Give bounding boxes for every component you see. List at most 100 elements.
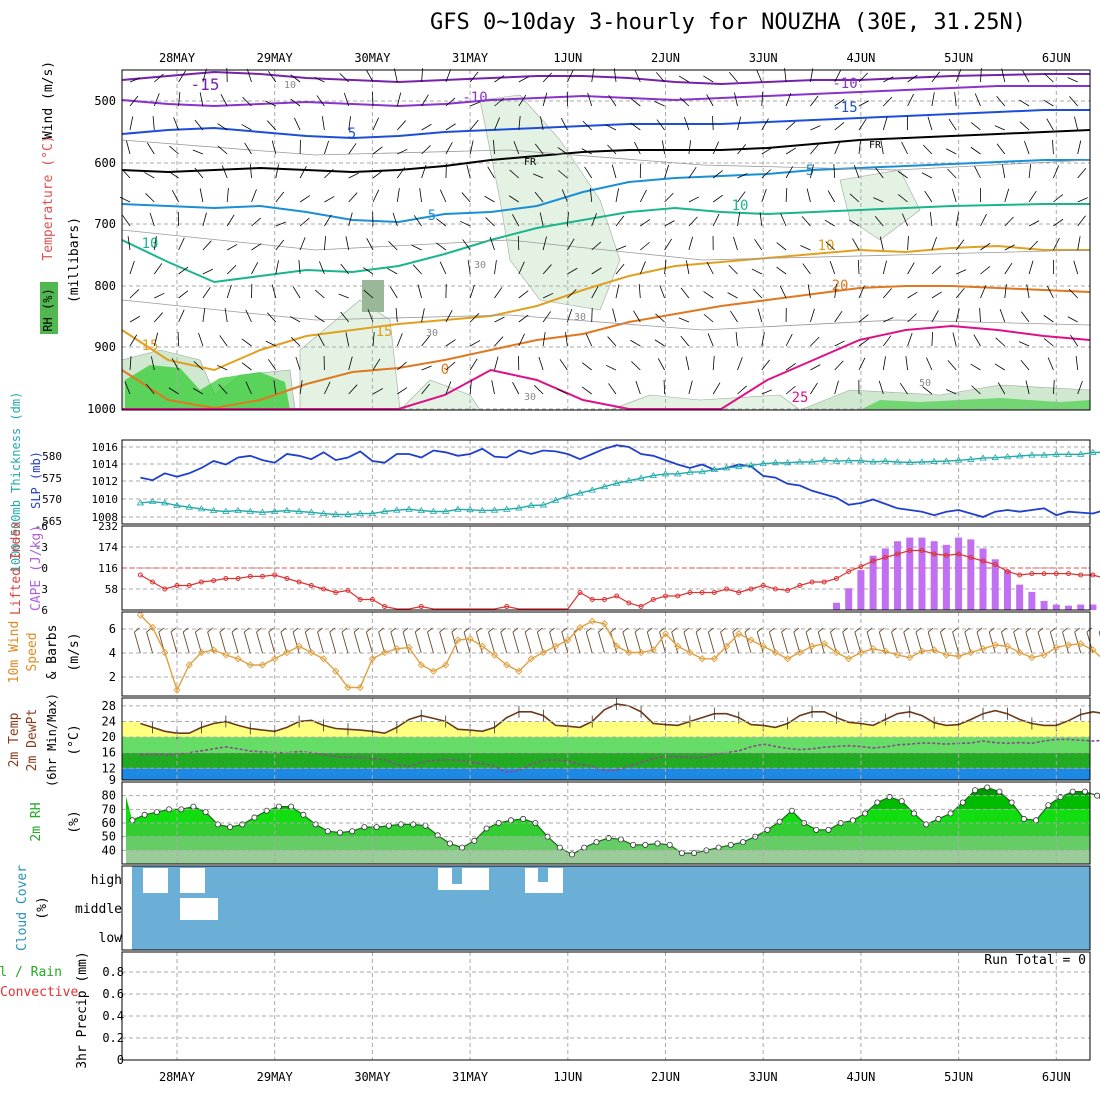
rh-marker (630, 842, 635, 847)
rh-contour (122, 300, 1090, 330)
wind-tick-label: 2 (109, 670, 116, 684)
wind-barb (753, 289, 762, 298)
rh-marker (460, 845, 465, 850)
rh-tick-label: 50 (102, 830, 116, 844)
wind-barb (1026, 632, 1032, 653)
wind-barb (242, 124, 252, 130)
rh-marker (337, 830, 342, 835)
rh-tick-label: 70 (102, 802, 116, 816)
wind-barb (574, 632, 580, 653)
wind-barb (606, 365, 616, 370)
contour-label: -15 (191, 75, 220, 94)
wind-barb (342, 632, 348, 653)
wind-barb (397, 188, 399, 202)
wind-barb (1020, 122, 1029, 130)
rh-marker (899, 799, 904, 804)
wind-barb (995, 126, 1005, 130)
slp-tick-label: 1016 (92, 441, 119, 454)
pressure-axis-title: (millibars) (67, 217, 82, 303)
rh-tick-label: 60 (102, 816, 116, 830)
precip-frame (122, 952, 1090, 1060)
rh-marker (643, 842, 648, 847)
wind-barb (495, 357, 499, 370)
wind-barb (902, 142, 908, 154)
wind-barb (721, 628, 726, 632)
rh-marker (728, 842, 733, 847)
wind-barb (616, 284, 619, 298)
wind-barb (926, 358, 931, 370)
wind-barb (810, 365, 820, 370)
wind-barb (195, 628, 200, 632)
rh-marker (765, 827, 770, 832)
wind-barb (835, 311, 842, 322)
wind-axis-title: (m/s) (67, 632, 82, 671)
wind-barb (195, 168, 203, 178)
date-tick-label-top: 30MAY (354, 51, 391, 65)
contour-label: -15 (832, 100, 857, 116)
wind-barb (996, 338, 1005, 346)
rh-marker (227, 825, 232, 830)
wind-barb (518, 236, 519, 250)
rh-marker (374, 825, 379, 830)
rh-marker (557, 845, 562, 850)
rh-marker (203, 809, 208, 814)
wind-barb (713, 142, 718, 154)
wind-barb (130, 316, 140, 322)
wind-barb (227, 188, 228, 202)
wind-barb (948, 360, 956, 370)
cape-axis-title: CAPE (J/kg) (29, 525, 44, 611)
cloud-level-label: high (91, 873, 122, 888)
wind-barb (689, 381, 692, 394)
wind-barb (981, 266, 990, 274)
temperature-tick-label: 16 (102, 746, 116, 760)
wind-barb (1038, 632, 1044, 653)
wind-barb (729, 72, 737, 82)
date-tick-label-bottom: 6JUN (1042, 1070, 1071, 1084)
cape-tick-label: 58 (105, 583, 118, 596)
wind-barb (427, 628, 432, 632)
cape-tick-label: 232 (98, 520, 118, 533)
rh-marker (289, 804, 294, 809)
wind-barb (440, 632, 446, 653)
rh-marker (130, 818, 135, 823)
wind-barb (613, 309, 616, 322)
wind-barb (940, 632, 946, 653)
wind-barb (704, 314, 713, 322)
wind-barb (147, 632, 153, 653)
wind-barb (946, 149, 956, 154)
wind-barb (486, 217, 495, 226)
wind-barb (565, 332, 567, 346)
temperature-axis-title: (6hr Min/Max) (45, 693, 59, 787)
wind-barb (252, 218, 261, 226)
date-tick-label-top: 2JUN (651, 51, 680, 65)
wind-barb (818, 628, 823, 632)
temperature-band (122, 737, 1090, 753)
wind-barb (859, 140, 861, 154)
wind-barb (810, 309, 814, 322)
cape-bar (1028, 592, 1035, 610)
wind-barb (144, 172, 154, 178)
wind-barb (1047, 286, 1053, 298)
rh-marker (1082, 789, 1087, 794)
wind-barb (1075, 632, 1081, 653)
wind-barb (349, 193, 357, 202)
wind-barb (245, 143, 252, 154)
date-tick-label-top: 3JUN (749, 51, 778, 65)
wind-barb (315, 316, 325, 322)
wind-barb (635, 70, 640, 82)
wind-barb (752, 269, 762, 274)
wind-barb (324, 196, 334, 202)
wind-barb (495, 317, 505, 322)
wind-barb (154, 313, 162, 322)
wind-barb (227, 265, 236, 274)
wind-barb (995, 364, 1005, 370)
wind-barb (754, 239, 761, 250)
wind-barb (174, 117, 179, 130)
wind-barb (588, 93, 592, 106)
wind-barb (1029, 164, 1031, 178)
wind-barb (835, 142, 840, 154)
rh-marker (850, 818, 855, 823)
wind-barb (244, 628, 249, 632)
wind-barb (440, 262, 446, 274)
cloud-axis-title: Cloud Cover (15, 865, 30, 951)
